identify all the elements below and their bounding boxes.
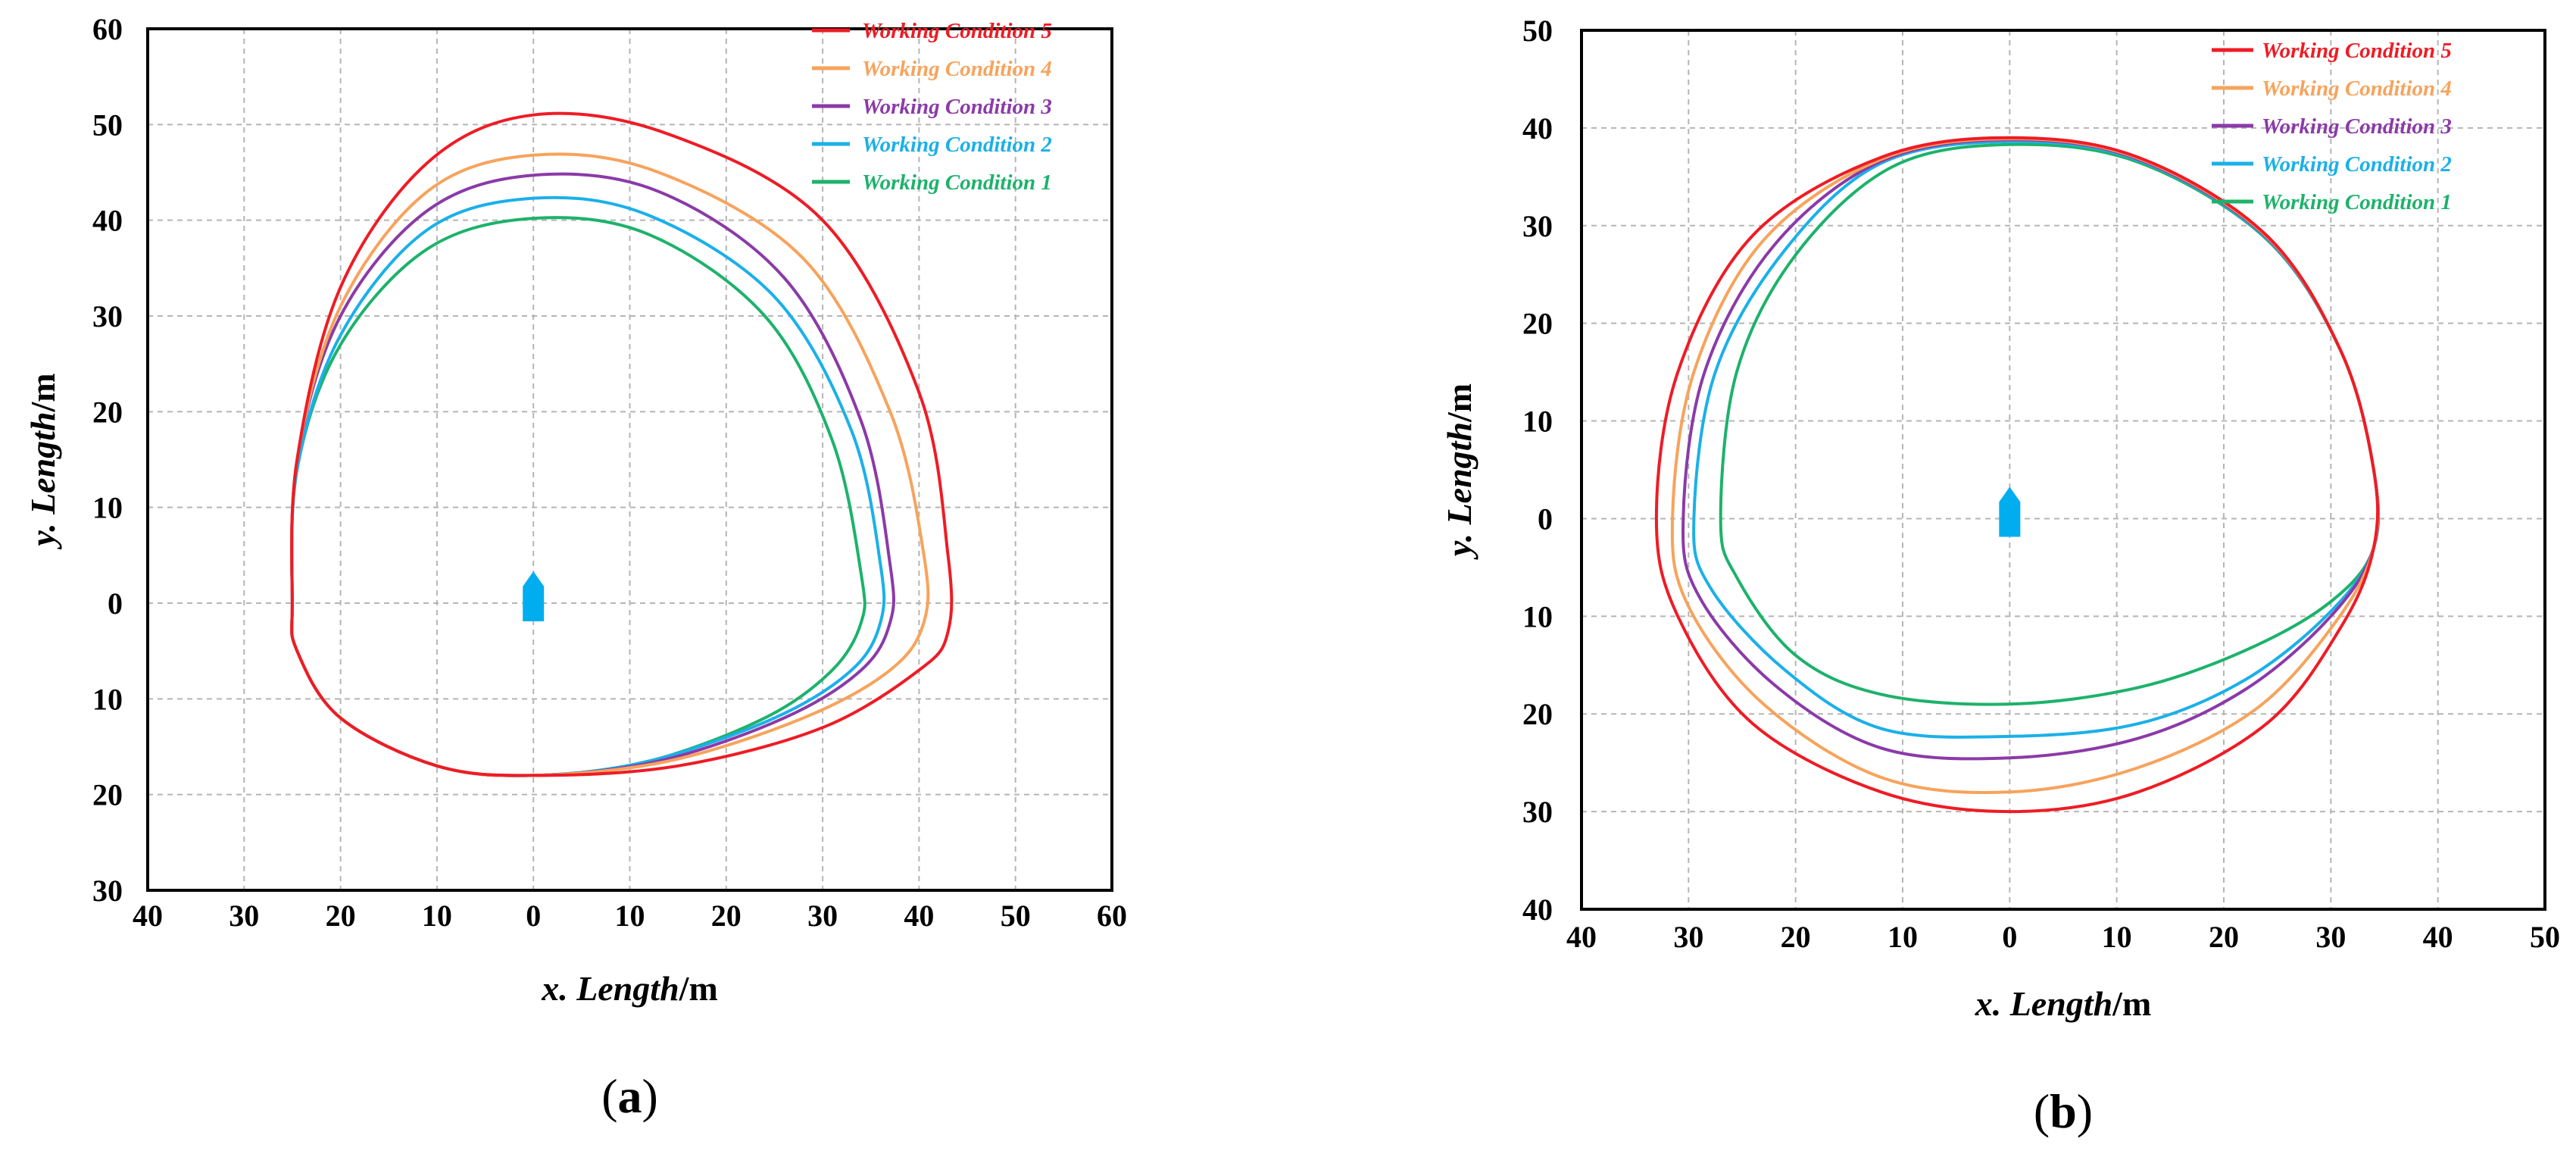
- y-axis-title-unit: /m: [1440, 383, 1478, 423]
- x-tick-label: 20: [711, 899, 742, 933]
- y-tick-label: 10: [92, 491, 123, 525]
- y-tick-label: 10: [1522, 599, 1553, 633]
- x-tick-label: 40: [904, 899, 934, 933]
- x-tick-label: 50: [1001, 899, 1031, 933]
- y-tick-label: 30: [1522, 795, 1553, 829]
- x-tick-label: 0: [2002, 920, 2017, 954]
- series-curves: [1654, 136, 2381, 814]
- x-tick-label: 20: [2209, 920, 2239, 954]
- x-axis-title: x. Length/m: [541, 969, 718, 1008]
- x-tick-label: 40: [2423, 920, 2453, 954]
- legend-label: Working Condition 3: [862, 95, 1052, 119]
- y-axis-title-name: y. Length: [23, 411, 62, 549]
- legend-label: Working Condition 5: [862, 19, 1052, 43]
- panel-b: 40 30 20 10 0 10 20 30 40 50 50 40 30 20 10 0 10 20 30 40 x.…: [1440, 14, 2560, 1138]
- x-tick-label: 10: [1888, 920, 1918, 954]
- y-axis-title-unit: /m: [23, 373, 62, 412]
- series-curves: [290, 111, 954, 777]
- panel-label-open: (: [2034, 1084, 2050, 1138]
- y-tick-label: 10: [92, 682, 123, 716]
- legend-label: Working Condition 1: [862, 170, 1052, 195]
- legend-label: Working Condition 1: [2262, 190, 2452, 214]
- x-tick-label: 10: [615, 899, 645, 933]
- panel-label-open: (: [601, 1069, 617, 1123]
- x-tick-label: 0: [526, 899, 541, 933]
- y-tick-label: 50: [1522, 14, 1553, 48]
- y-tick-label: 20: [92, 395, 123, 429]
- plot-area: [1582, 30, 2545, 909]
- x-tick-label: 30: [2315, 920, 2346, 954]
- y-tick-label: 60: [92, 12, 123, 46]
- y-tick-label: 30: [92, 299, 123, 333]
- y-tick-label: 10: [1522, 405, 1553, 439]
- ship-marker-icon: [523, 571, 545, 621]
- y-tick-label: 0: [108, 586, 123, 621]
- ship-marker-icon: [1999, 486, 2021, 537]
- y-tick-label: 20: [92, 778, 123, 812]
- legend-label: Working Condition 4: [2262, 77, 2452, 101]
- x-tick-label: 10: [422, 899, 452, 933]
- legend-label: Working Condition 2: [862, 133, 1052, 157]
- y-tick-label: 50: [92, 108, 123, 142]
- plot-area: [148, 29, 1112, 890]
- x-tick-label: 20: [326, 899, 356, 933]
- y-tick-label: 20: [1522, 697, 1553, 731]
- x-tick-label: 20: [1781, 920, 1811, 954]
- x-tick-label: 30: [229, 899, 259, 933]
- legend-label: Working Condition 5: [2262, 39, 2452, 63]
- panel-label: (a): [601, 1069, 658, 1123]
- plot-frame: [1580, 29, 2546, 911]
- x-tick-label: 60: [1097, 899, 1127, 933]
- y-axis-title: y. Length/m: [1440, 383, 1478, 560]
- panel-a: 40 30 20 10 0 10 20 30 40 50 60 60 50 40 30 20 10 0 10 20 30…: [23, 12, 1127, 1123]
- x-tick-label: 40: [133, 899, 163, 933]
- legend: Working Condition 5 Working Condition 4 Wo…: [812, 19, 1052, 195]
- panel-label-letter: b: [2050, 1084, 2077, 1138]
- x-tick-label: 30: [807, 899, 838, 933]
- x-axis-title: x. Length/m: [1975, 984, 2152, 1023]
- y-tick-label: 0: [1538, 502, 1553, 536]
- series-line-working-condition-5: [290, 111, 954, 777]
- series-line-working-condition-5: [1654, 136, 2380, 814]
- panel-label-letter: a: [618, 1069, 642, 1123]
- legend-label: Working Condition 3: [2262, 114, 2452, 139]
- panel-label-close: ): [642, 1069, 658, 1123]
- x-tick-label: 30: [1673, 920, 1703, 954]
- x-axis-title-name: x. Length: [1975, 984, 2112, 1023]
- y-tick-label: 40: [1522, 893, 1553, 927]
- y-axis-title-name: y. Length: [1440, 422, 1478, 560]
- y-tick-label: 30: [92, 874, 123, 908]
- x-tick-label: 50: [2530, 920, 2560, 954]
- y-tick-label: 40: [1522, 111, 1553, 145]
- x-tick-label: 40: [1566, 920, 1597, 954]
- legend-label: Working Condition 4: [862, 57, 1052, 81]
- y-tick-label: 30: [1522, 209, 1553, 243]
- legend-label: Working Condition 2: [2262, 152, 2452, 177]
- y-axis-title: y. Length/m: [23, 373, 62, 549]
- x-tick-label: 10: [2102, 920, 2132, 954]
- y-tick-label: 20: [1522, 307, 1553, 341]
- x-axis-title-name: x. Length: [541, 969, 679, 1008]
- legend: Working Condition 5 Working Condition 4 Wo…: [2212, 39, 2452, 214]
- panel-label: (b): [2034, 1084, 2093, 1138]
- x-axis-title-unit: /m: [679, 969, 718, 1008]
- panel-label-close: ): [2077, 1084, 2093, 1138]
- plot-frame: [146, 27, 1113, 892]
- y-tick-label: 40: [92, 204, 123, 238]
- x-axis-title-unit: /m: [2112, 984, 2151, 1023]
